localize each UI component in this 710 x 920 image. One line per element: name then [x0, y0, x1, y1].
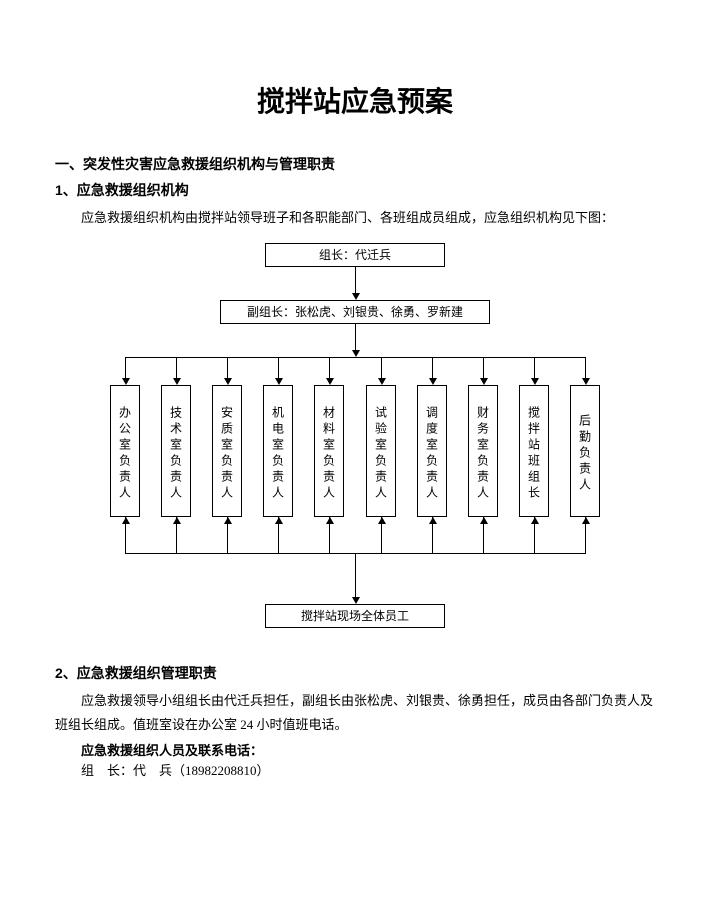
contact-line-1: 组 长：代 兵（18982208810） [55, 759, 655, 784]
dept-box: 技术室负责人 [161, 385, 191, 517]
dept-box: 安质室负责人 [212, 385, 242, 517]
arrow-down-icon [480, 378, 488, 385]
connector-line [381, 357, 382, 379]
arrow-down-icon [429, 378, 437, 385]
subsection-1-heading: 1、应急救援组织机构 [55, 180, 655, 200]
dept-box: 机电室负责人 [263, 385, 293, 517]
arrow-up-icon [480, 517, 488, 524]
arrow-up-icon [122, 517, 130, 524]
connector-line [329, 357, 330, 379]
arrow-up-icon [275, 517, 283, 524]
arrow-down-icon [275, 378, 283, 385]
arrow-down-icon [582, 378, 590, 385]
connector-line [355, 553, 356, 597]
paragraph-1: 应急救援组织机构由搅拌站领导班子和各职能部门、各班组成员组成，应急组织机构见下图… [55, 206, 655, 231]
all-staff-box: 搅拌站现场全体员工 [265, 604, 445, 628]
arrow-up-icon [173, 517, 181, 524]
section-1-heading: 一、突发性灾害应急救援组织机构与管理职责 [55, 154, 655, 174]
arrow-down-icon [352, 350, 360, 357]
dept-box: 后勤负责人 [570, 385, 600, 517]
connector-line [432, 357, 433, 379]
arrow-down-icon [326, 378, 334, 385]
subsection-2-heading: 2、应急救援组织管理职责 [55, 663, 655, 683]
connector-line [355, 324, 356, 350]
dept-box: 调度室负责人 [417, 385, 447, 517]
leader-box: 组长：代迁兵 [265, 243, 445, 267]
connector-line [125, 357, 126, 379]
arrow-down-icon [531, 378, 539, 385]
arrow-up-icon [378, 517, 386, 524]
connector-line [355, 267, 356, 293]
arrow-up-icon [326, 517, 334, 524]
dept-box: 材料室负责人 [314, 385, 344, 517]
deputy-box: 副组长：张松虎、刘银贵、徐勇、罗新建 [220, 300, 490, 324]
connector-line [534, 357, 535, 379]
connector-line [227, 357, 228, 379]
arrow-up-icon [531, 517, 539, 524]
connector-line [125, 357, 586, 358]
document-page: 搅拌站应急预案 一、突发性灾害应急救援组织机构与管理职责 1、应急救援组织机构 … [0, 0, 710, 920]
arrow-down-icon [122, 378, 130, 385]
arrow-down-icon [173, 378, 181, 385]
connector-line [483, 357, 484, 379]
arrow-down-icon [352, 293, 360, 300]
dept-box: 试验室负责人 [366, 385, 396, 517]
org-chart: 组长：代迁兵 副组长：张松虎、刘银贵、徐勇、罗新建 办公室负责人 技术室负责人 [110, 243, 600, 653]
dept-box: 办公室负责人 [110, 385, 140, 517]
dept-box: 财务室负责人 [468, 385, 498, 517]
arrow-up-icon [224, 517, 232, 524]
connector-line [585, 357, 586, 379]
arrow-down-icon [224, 378, 232, 385]
arrow-down-icon [352, 597, 360, 604]
arrow-up-icon [582, 517, 590, 524]
arrow-up-icon [429, 517, 437, 524]
contacts-title: 应急救援组织人员及联系电话： [55, 740, 655, 759]
connector-line [278, 357, 279, 379]
paragraph-2: 应急救援领导小组组长由代迁兵担任，副组长由张松虎、刘银贵、徐勇担任，成员由各部门… [55, 689, 655, 738]
document-title: 搅拌站应急预案 [55, 80, 655, 120]
dept-box: 搅拌站班组长 [519, 385, 549, 517]
arrow-down-icon [378, 378, 386, 385]
connector-line [176, 357, 177, 379]
